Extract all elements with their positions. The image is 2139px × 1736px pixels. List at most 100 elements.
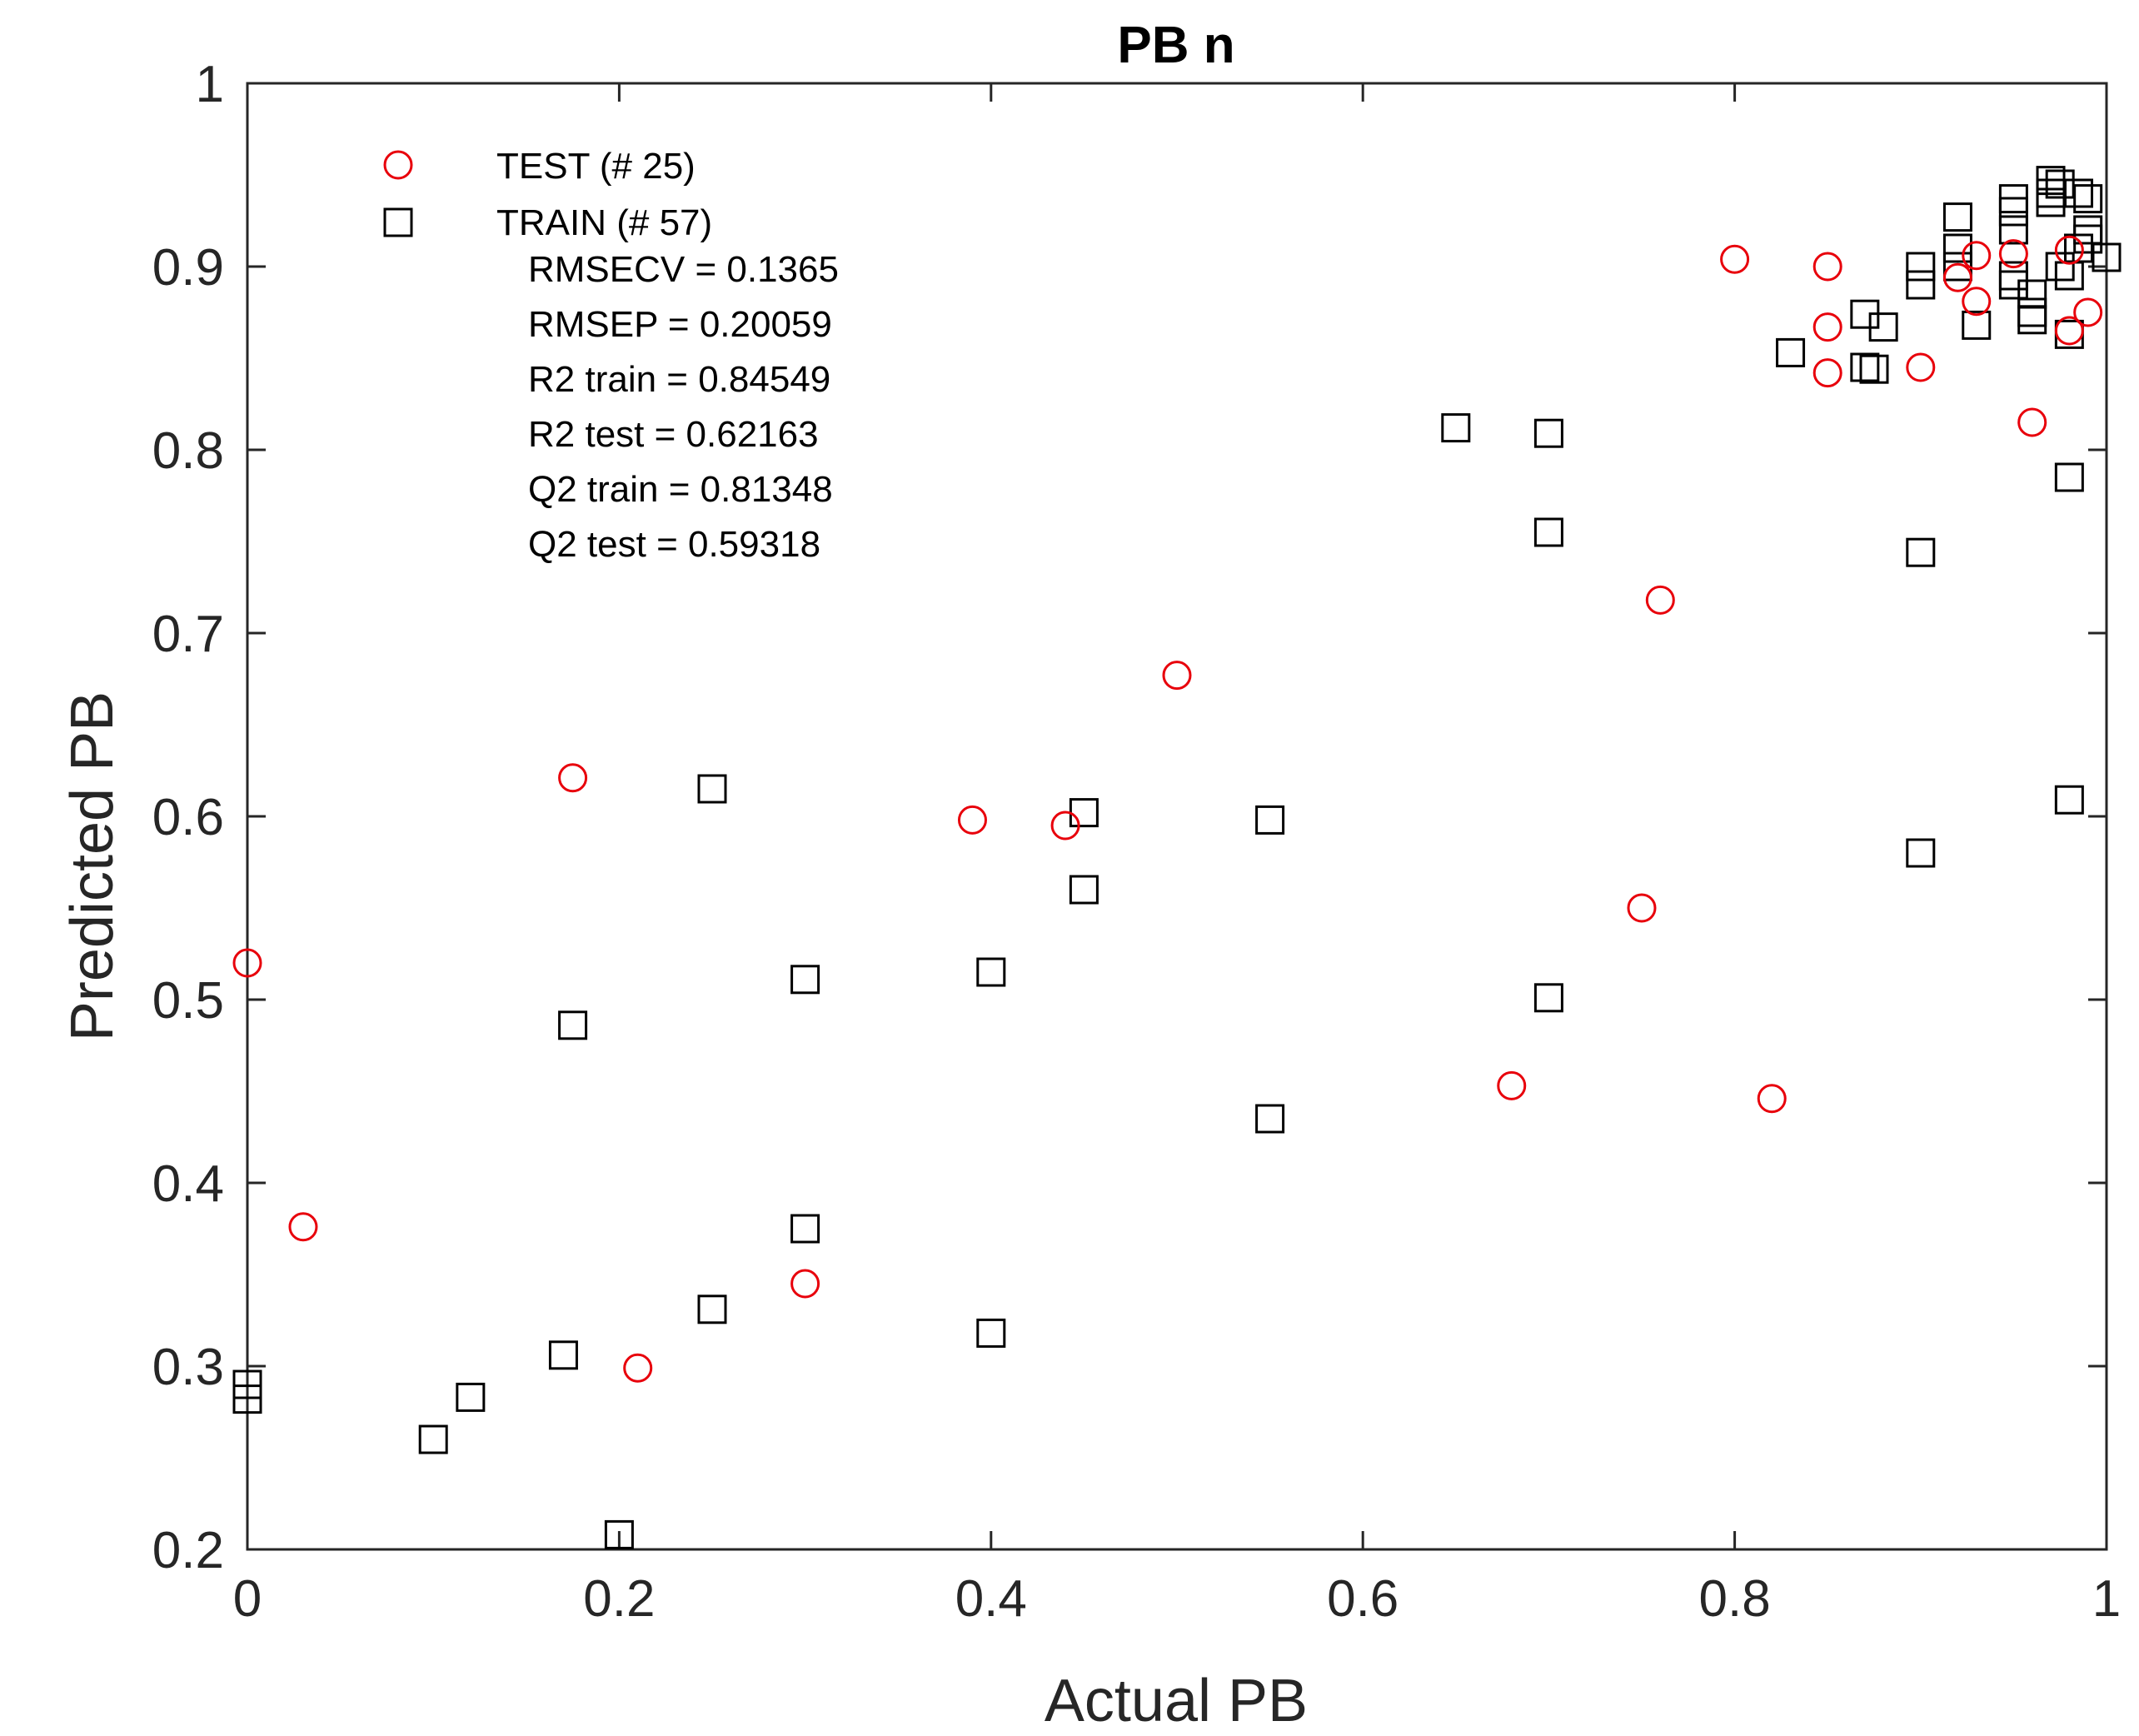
axes-layer: 0 0.2 0.4 0.6 0.8 10.20.30.40.50.60.70.80.91: [152, 56, 2121, 1628]
legend-item-train: TRAIN (# 57): [383, 202, 712, 243]
train-point: [2092, 242, 2122, 272]
stat-r2-train: R2 train = 0.84549: [528, 359, 830, 400]
train-point: [1533, 517, 1563, 547]
train-point: [1998, 197, 2028, 227]
test-point: [288, 1212, 318, 1242]
train-point: [1069, 875, 1099, 905]
test-point: [2054, 316, 2084, 346]
points-layer: [232, 166, 2122, 1549]
train-point: [2054, 785, 2084, 815]
stat-r2-test: R2 test = 0.62163: [528, 414, 819, 455]
x-axis-label: Actual PB: [1045, 1668, 1308, 1734]
test-point: [1962, 241, 1992, 271]
train-point: [697, 1295, 727, 1324]
legend-train-label: TRAIN (# 57): [496, 202, 712, 243]
train-point: [1998, 215, 2028, 245]
train-point: [2073, 184, 2103, 214]
train-point: [1859, 354, 1889, 384]
test-point: [1812, 252, 1842, 282]
train-point: [1255, 805, 1285, 835]
y-tick-label: 0.7: [152, 606, 224, 663]
train-point: [1906, 838, 1936, 868]
train-point: [1906, 537, 1936, 567]
train-point: [1850, 352, 1880, 382]
test-point: [558, 763, 588, 793]
stat-rmsecv: RMSECV = 0.1365: [528, 249, 839, 290]
train-point: [232, 1384, 262, 1414]
train-point: [558, 1010, 588, 1040]
train-point: [1533, 418, 1563, 448]
train-point: [548, 1340, 578, 1370]
x-tick-label: 0: [233, 1570, 262, 1628]
train-point: [2045, 169, 2075, 199]
y-tick-label: 0.2: [152, 1522, 224, 1579]
train-point: [2017, 279, 2047, 309]
train-point: [1998, 270, 2028, 300]
train-point: [604, 1519, 634, 1549]
train-point: [976, 957, 1006, 987]
test-point: [1050, 811, 1080, 841]
x-tick-label: 0.8: [1698, 1570, 1770, 1628]
train-point: [1906, 270, 1936, 300]
y-tick-label: 0.4: [152, 1155, 224, 1213]
test-point: [1812, 312, 1842, 342]
y-tick-label: 0.5: [152, 972, 224, 1030]
test-point: [232, 948, 262, 978]
train-point: [456, 1382, 486, 1412]
test-point: [957, 805, 987, 835]
test-point: [1720, 244, 1750, 274]
test-point: [1906, 352, 1936, 382]
y-tick-label: 0.8: [152, 422, 224, 480]
test-point: [1757, 1084, 1787, 1114]
test-point: [1962, 287, 1992, 317]
legend-test-marker-icon: [383, 150, 413, 180]
train-point: [2017, 297, 2047, 327]
train-point: [697, 774, 727, 804]
train-point: [2064, 178, 2094, 208]
train-point: [418, 1424, 448, 1454]
test-point: [1627, 893, 1657, 923]
legend-test-label: TEST (# 25): [496, 146, 696, 187]
train-point: [1942, 202, 1972, 232]
train-point: [1069, 798, 1099, 828]
train-point: [2045, 252, 2075, 282]
test-point: [1942, 262, 1972, 292]
x-tick-label: 1: [2092, 1570, 2121, 1628]
test-point: [1497, 1070, 1527, 1100]
test-point: [2054, 235, 2084, 265]
stats-annotations: RMSECV = 0.1365 RMSEP = 0.20059 R2 train…: [528, 249, 839, 565]
y-tick-label: 0.3: [152, 1339, 224, 1396]
train-point: [2054, 462, 2084, 492]
legend-item-test: TEST (# 25): [383, 146, 696, 187]
y-axis-label: Predicted PB: [59, 691, 126, 1041]
train-point: [1906, 252, 1936, 282]
test-point: [1998, 239, 2028, 269]
test-point: [623, 1353, 653, 1383]
train-point: [1533, 983, 1563, 1013]
train-point: [2017, 305, 2047, 335]
train-point: [1962, 310, 1992, 340]
train-point: [1868, 312, 1898, 342]
stat-q2-train: Q2 train = 0.81348: [528, 469, 833, 510]
test-point: [790, 1269, 820, 1299]
stat-rmsep: RMSEP = 0.20059: [528, 304, 832, 345]
train-point: [1942, 233, 1972, 263]
legend-train-marker-icon: [383, 207, 413, 237]
train-point: [1776, 337, 1806, 367]
x-tick-label: 0.4: [955, 1570, 1027, 1628]
y-tick-label: 0.6: [152, 789, 224, 846]
stat-q2-test: Q2 test = 0.59318: [528, 524, 820, 565]
train-point: [790, 1214, 820, 1244]
train-point: [1441, 413, 1471, 443]
chart-title: PB n: [1117, 17, 1234, 74]
plot-frame: [246, 82, 2108, 1551]
test-point: [2017, 407, 2047, 437]
test-point: [1812, 358, 1842, 388]
train-point: [1255, 1104, 1285, 1134]
test-point: [2073, 297, 2103, 327]
train-point: [976, 1318, 1006, 1348]
train-point: [2054, 261, 2084, 291]
y-tick-label: 1: [196, 56, 224, 113]
test-point: [1162, 661, 1192, 691]
